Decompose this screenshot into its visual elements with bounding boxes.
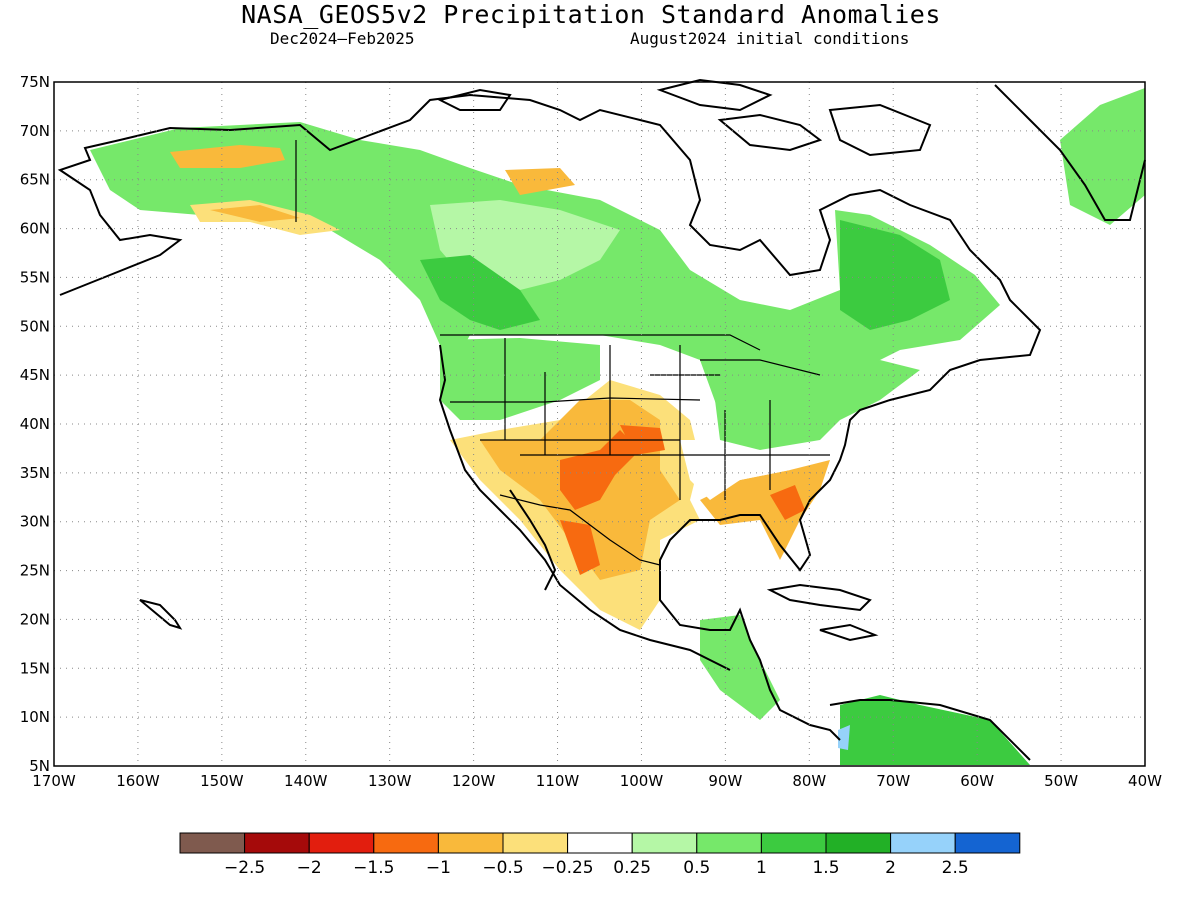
colorbar-swatch: [696, 832, 762, 854]
lon-tick-label: 100W: [620, 772, 664, 790]
colorbar-label: −2.5: [224, 858, 265, 878]
lat-tick-label: 10N: [20, 708, 50, 726]
lat-tick-label: 70N: [20, 122, 50, 140]
colorbar-label: −0.25: [542, 858, 594, 878]
plot-frame: [53, 81, 1146, 767]
colorbar-swatch: [954, 832, 1021, 854]
lat-tick-labels: 75N 70N 65N 60N 55N 50N 45N 40N 35N 30N 25N 20N 15N 1…: [20, 73, 50, 775]
colorbar-swatch: [631, 832, 698, 854]
lat-tick-label: 30N: [20, 513, 50, 531]
lat-tick-label: 25N: [20, 562, 50, 580]
lon-tick-label: 60W: [960, 772, 994, 790]
chart-title: NASA_GEOS5v2 Precipitation Standard Anom…: [241, 0, 941, 29]
lon-tick-label: 80W: [792, 772, 826, 790]
valid-period: Dec2024–Feb2025: [270, 29, 415, 48]
field-hudson-white: [690, 190, 800, 285]
colorbar-swatch: [308, 832, 375, 854]
colorbar-label: 1.5: [812, 858, 839, 878]
colorbar: [179, 832, 1021, 854]
field-se-red: [770, 485, 805, 520]
colorbar-swatch: [502, 832, 569, 854]
lat-tick-label: 45N: [20, 366, 50, 384]
lat-tick-label: 55N: [20, 268, 50, 286]
colorbar-swatch: [760, 832, 827, 854]
lon-tick-label: 50W: [1044, 772, 1078, 790]
lon-tick-label: 110W: [536, 772, 580, 790]
lon-tick-label: 150W: [200, 772, 244, 790]
colorbar-swatch: [244, 832, 310, 854]
colorbar-swatch: [567, 832, 633, 854]
colorbar-label: 1: [756, 858, 767, 878]
field-ca-green: [700, 615, 780, 720]
field-us-southwest-red: [560, 430, 640, 510]
field-sa-blue: [838, 725, 850, 750]
colorbar-label: 2.5: [942, 858, 969, 878]
field-alaska-south-dark: [210, 205, 300, 222]
lat-tick-label: 40N: [20, 415, 50, 433]
colorbar-label: −1.5: [353, 858, 394, 878]
field-canada-darkgreen-e: [840, 220, 950, 330]
colorbar-label: −0.5: [482, 858, 523, 878]
lon-tick-label: 120W: [452, 772, 496, 790]
lon-tick-label: 130W: [368, 772, 412, 790]
field-alaska-orange: [170, 145, 285, 168]
colorbar-label: 0.25: [613, 858, 651, 878]
field-greenland: [1060, 88, 1145, 225]
lon-tick-labels: 170W 160W 150W 140W 130W 120W 110W 100W 90W 80W 70…: [32, 772, 1162, 790]
colorbar-swatch: [179, 832, 246, 854]
colorbar-swatch: [373, 832, 439, 854]
field-arctic-orange: [505, 168, 575, 195]
lat-tick-label: 65N: [20, 171, 50, 189]
lat-tick-label: 15N: [20, 659, 50, 677]
colorbar-label: −1: [426, 858, 451, 878]
colorbar-swatch: [437, 832, 504, 854]
lon-tick-label: 40W: [1128, 772, 1162, 790]
lat-tick-label: 50N: [20, 317, 50, 335]
lon-tick-label: 90W: [708, 772, 742, 790]
colorbar-labels: −2.5 −2 −1.5 −1 −0.5 −0.25 0.25 0.5 1 1.5 2 2.5: [224, 858, 969, 878]
colorbar-swatch: [825, 832, 892, 854]
lat-tick-label: 75N: [20, 73, 50, 91]
colorbar-swatch: [890, 832, 956, 854]
field-pnw-green: [440, 338, 600, 420]
coastlines: [57, 78, 1146, 761]
field-sa-green: [840, 695, 1030, 765]
colorbar-label: 2: [885, 858, 896, 878]
political-borders: [295, 140, 830, 566]
lat-tick-label: 60N: [20, 220, 50, 238]
lat-tick-label: 35N: [20, 464, 50, 482]
field-mx-red: [560, 520, 600, 575]
anomaly-fields: [90, 88, 1145, 765]
field-canada-darkgreen-w: [420, 255, 540, 330]
initial-conditions: August2024 initial conditions: [630, 29, 910, 48]
lat-tick-label: 5N: [29, 757, 50, 775]
lon-tick-label: 160W: [116, 772, 160, 790]
lat-tick-label: 20N: [20, 610, 50, 628]
lon-tick-label: 170W: [32, 772, 76, 790]
lon-tick-label: 70W: [876, 772, 910, 790]
colorbar-label: 0.5: [683, 858, 710, 878]
colorbar-label: −2: [297, 858, 322, 878]
lon-tick-label: 140W: [284, 772, 328, 790]
